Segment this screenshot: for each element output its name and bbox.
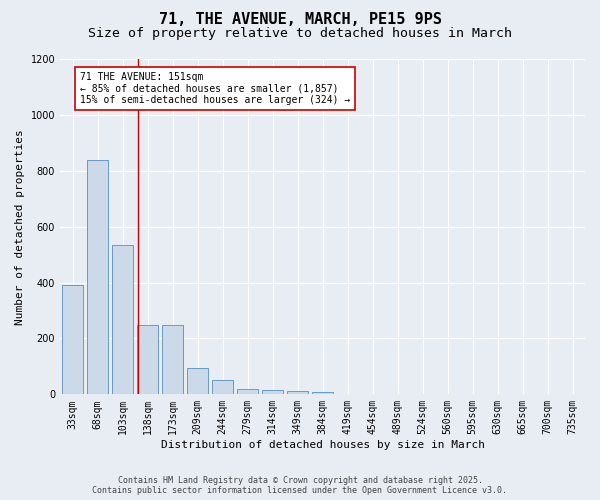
Bar	[237, 388, 258, 394]
Text: Size of property relative to detached houses in March: Size of property relative to detached ho…	[88, 28, 512, 40]
Bar	[312, 392, 333, 394]
Bar	[162, 325, 183, 394]
Bar	[137, 325, 158, 394]
Bar	[112, 245, 133, 394]
Bar	[262, 390, 283, 394]
Text: 71 THE AVENUE: 151sqm
← 85% of detached houses are smaller (1,857)
15% of semi-d: 71 THE AVENUE: 151sqm ← 85% of detached …	[80, 72, 350, 105]
Bar	[212, 380, 233, 394]
X-axis label: Distribution of detached houses by size in March: Distribution of detached houses by size …	[161, 440, 485, 450]
Bar	[287, 391, 308, 394]
Text: Contains HM Land Registry data © Crown copyright and database right 2025.
Contai: Contains HM Land Registry data © Crown c…	[92, 476, 508, 495]
Bar	[187, 368, 208, 394]
Text: 71, THE AVENUE, MARCH, PE15 9PS: 71, THE AVENUE, MARCH, PE15 9PS	[158, 12, 442, 28]
Bar	[87, 160, 108, 394]
Bar	[62, 286, 83, 395]
Y-axis label: Number of detached properties: Number of detached properties	[15, 129, 25, 324]
